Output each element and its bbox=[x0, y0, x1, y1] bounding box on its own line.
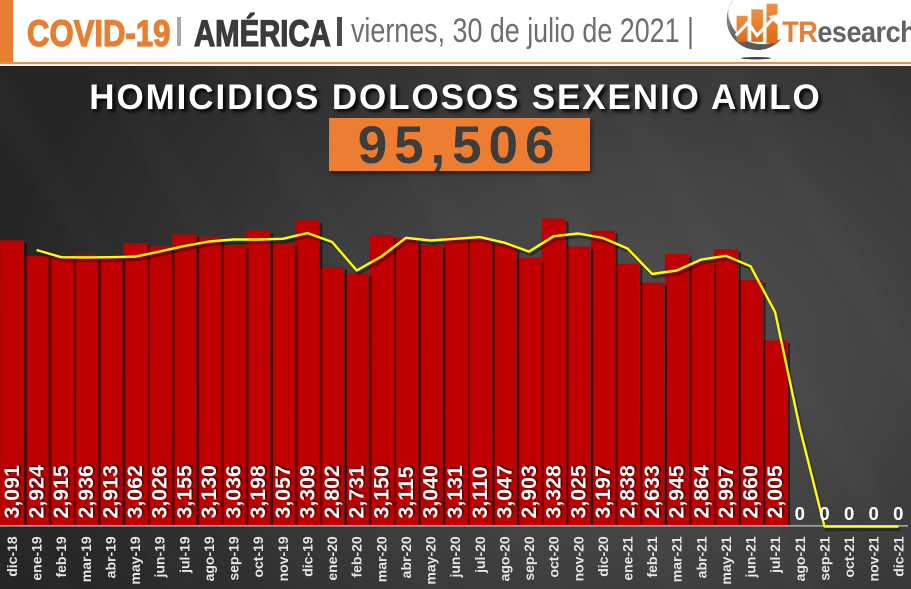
svg-text:3,328: 3,328 bbox=[542, 465, 566, 518]
svg-text:2,924: 2,924 bbox=[25, 465, 49, 518]
svg-text:jun-19: jun-19 bbox=[152, 536, 168, 578]
svg-text:jun-20: jun-20 bbox=[447, 536, 463, 578]
svg-text:nov-19: nov-19 bbox=[275, 536, 291, 581]
svg-text:dic-20: dic-20 bbox=[595, 536, 611, 577]
svg-text:nov-21: nov-21 bbox=[866, 536, 882, 581]
svg-text:sep-21: sep-21 bbox=[817, 536, 833, 581]
svg-text:may-19: may-19 bbox=[127, 536, 143, 584]
svg-text:feb-21: feb-21 bbox=[644, 536, 660, 577]
svg-text:ago-20: ago-20 bbox=[496, 536, 512, 581]
svg-text:nov-20: nov-20 bbox=[570, 536, 586, 581]
svg-text:0: 0 bbox=[795, 503, 805, 524]
svg-text:3,026: 3,026 bbox=[148, 465, 172, 518]
svg-text:jun-21: jun-21 bbox=[743, 536, 759, 578]
svg-text:ene-20: ene-20 bbox=[324, 536, 340, 581]
svg-text:may-20: may-20 bbox=[423, 536, 439, 584]
svg-text:3,150: 3,150 bbox=[369, 465, 393, 518]
svg-text:3,155: 3,155 bbox=[172, 465, 196, 518]
svg-text:jul-21: jul-21 bbox=[767, 536, 783, 574]
svg-text:2,660: 2,660 bbox=[739, 465, 763, 518]
svg-text:3,198: 3,198 bbox=[246, 465, 270, 518]
svg-text:2,936: 2,936 bbox=[74, 465, 98, 518]
svg-text:3,115: 3,115 bbox=[394, 466, 418, 518]
svg-text:feb-20: feb-20 bbox=[349, 536, 365, 577]
svg-text:abr-21: abr-21 bbox=[693, 536, 709, 578]
svg-text:ene-19: ene-19 bbox=[29, 536, 45, 581]
svg-text:may-21: may-21 bbox=[718, 536, 734, 584]
svg-text:mar-19: mar-19 bbox=[78, 536, 94, 582]
svg-text:abr-20: abr-20 bbox=[398, 536, 414, 578]
svg-text:3,057: 3,057 bbox=[271, 465, 295, 518]
svg-text:2,915: 2,915 bbox=[49, 465, 73, 518]
svg-text:2,802: 2,802 bbox=[320, 465, 344, 518]
svg-text:3,130: 3,130 bbox=[197, 465, 221, 518]
svg-text:3,036: 3,036 bbox=[222, 465, 246, 518]
svg-text:dic-21: dic-21 bbox=[890, 536, 906, 577]
svg-text:0: 0 bbox=[844, 503, 854, 524]
svg-text:0: 0 bbox=[869, 503, 879, 524]
svg-text:3,047: 3,047 bbox=[492, 465, 516, 518]
svg-text:3,091: 3,091 bbox=[0, 465, 24, 518]
svg-text:3,309: 3,309 bbox=[295, 465, 319, 518]
svg-text:jul-19: jul-19 bbox=[176, 536, 192, 574]
svg-text:mar-20: mar-20 bbox=[373, 536, 389, 582]
svg-text:mar-21: mar-21 bbox=[669, 536, 685, 582]
svg-text:3,110: 3,110 bbox=[468, 466, 492, 518]
svg-text:2,945: 2,945 bbox=[665, 465, 689, 518]
svg-text:3,197: 3,197 bbox=[591, 465, 615, 518]
svg-text:0: 0 bbox=[819, 503, 829, 524]
svg-text:abr-19: abr-19 bbox=[103, 536, 119, 578]
svg-text:2,838: 2,838 bbox=[616, 465, 640, 518]
svg-text:2,913: 2,913 bbox=[99, 465, 123, 518]
svg-text:0: 0 bbox=[893, 503, 903, 524]
svg-text:ago-21: ago-21 bbox=[792, 536, 808, 581]
svg-text:sep-20: sep-20 bbox=[521, 536, 537, 581]
svg-text:2,864: 2,864 bbox=[689, 465, 713, 518]
svg-text:oct-21: oct-21 bbox=[841, 536, 857, 577]
svg-text:3,131: 3,131 bbox=[443, 465, 467, 518]
svg-text:2,633: 2,633 bbox=[640, 465, 664, 518]
svg-text:sep-19: sep-19 bbox=[226, 536, 242, 581]
svg-text:TResearch: TResearch bbox=[782, 16, 911, 50]
svg-text:3,025: 3,025 bbox=[566, 465, 590, 518]
svg-text:ene-21: ene-21 bbox=[620, 536, 636, 581]
svg-text:2,903: 2,903 bbox=[517, 465, 541, 518]
svg-text:2,731: 2,731 bbox=[345, 465, 369, 518]
svg-text:3,040: 3,040 bbox=[419, 465, 443, 518]
svg-text:2,005: 2,005 bbox=[763, 465, 787, 518]
svg-text:ago-19: ago-19 bbox=[201, 536, 217, 581]
svg-text:dic-18: dic-18 bbox=[4, 536, 20, 577]
svg-text:dic-19: dic-19 bbox=[299, 536, 315, 577]
svg-text:jul-20: jul-20 bbox=[472, 536, 488, 574]
svg-text:2,997: 2,997 bbox=[714, 465, 738, 518]
svg-text:oct-20: oct-20 bbox=[546, 536, 562, 577]
svg-text:feb-19: feb-19 bbox=[53, 536, 69, 577]
svg-text:oct-19: oct-19 bbox=[250, 536, 266, 577]
svg-text:3,062: 3,062 bbox=[123, 465, 147, 518]
